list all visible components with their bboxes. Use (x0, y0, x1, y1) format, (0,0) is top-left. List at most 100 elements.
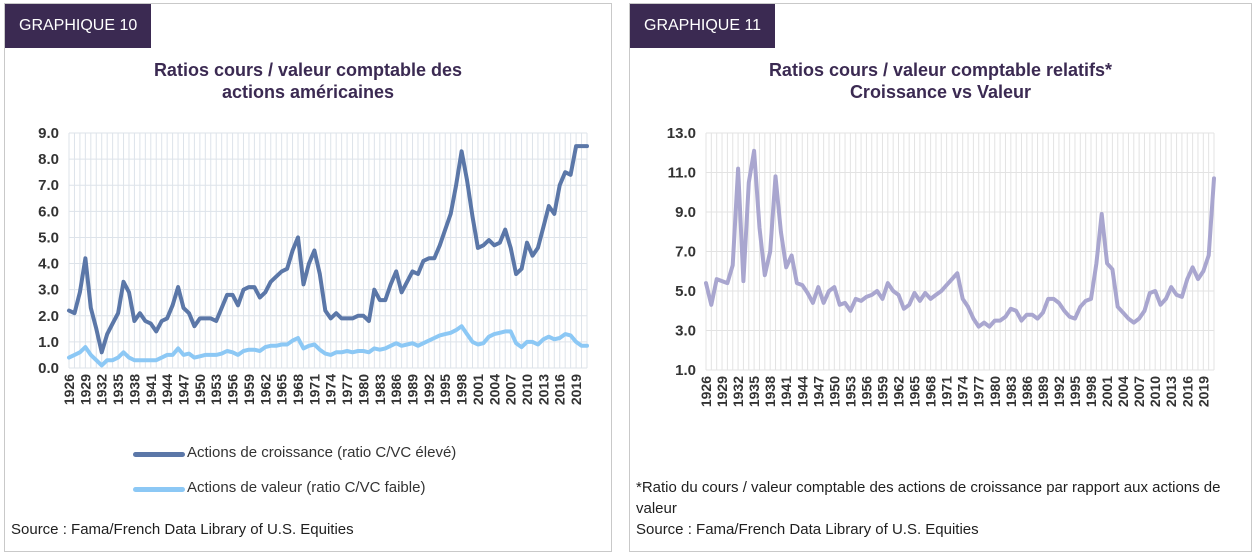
y-tick-label: 5.0 (675, 283, 696, 300)
x-tick-label: 1983 (372, 374, 388, 405)
x-tick-label: 1965 (274, 374, 290, 405)
x-tick-label: 1965 (907, 376, 923, 407)
x-tick-label: 1989 (405, 374, 421, 405)
x-tick-label: 1947 (810, 376, 826, 407)
x-tick-label: 1938 (126, 374, 142, 405)
x-tick-label: 1950 (192, 374, 208, 405)
x-tick-label: 2004 (486, 374, 502, 405)
x-tick-label: 1929 (714, 376, 730, 407)
x-tick-label: 1959 (241, 374, 257, 405)
x-tick-label: 2019 (568, 374, 584, 405)
x-tick-label: 1995 (1067, 376, 1083, 407)
y-tick-label: 4.0 (38, 256, 59, 273)
x-tick-label: 1983 (1003, 376, 1019, 407)
footnote-text: *Ratio du cours / valeur comptable des a… (636, 479, 1221, 517)
y-tick-label: 0.0 (38, 360, 59, 377)
x-tick-label: 1938 (762, 376, 778, 407)
y-tick-label: 11.0 (668, 165, 696, 182)
x-tick-label: 1953 (842, 376, 858, 407)
x-tick-label: 1974 (955, 376, 971, 407)
y-tick-label: 3.0 (38, 282, 59, 299)
chart-title-line2: actions américaines (221, 82, 395, 102)
chart-badge: GRAPHIQUE 11 (630, 4, 776, 48)
x-tick-label: 1968 (290, 374, 306, 405)
x-tick-label: 1935 (110, 374, 126, 405)
x-tick-label: 1926 (698, 376, 714, 407)
x-tick-label: 2007 (503, 374, 519, 405)
source-text: Source : Fama/French Data Library of U.S… (11, 521, 354, 538)
x-tick-label: 2013 (535, 374, 551, 405)
x-tick-label: 1995 (437, 374, 453, 405)
x-tick-label: 2001 (470, 374, 486, 405)
chart-title-line1: Ratios cours / valeur comptable des (153, 60, 463, 80)
x-tick-label: 1926 (61, 374, 77, 405)
x-tick-label: 1962 (257, 374, 273, 405)
x-tick-label: 1932 (94, 374, 110, 405)
x-tick-label: 1986 (388, 374, 404, 405)
x-tick-label: 1986 (1019, 376, 1035, 407)
x-tick-label: 2016 (552, 374, 568, 405)
x-tick-label: 1962 (891, 376, 907, 407)
source-text: Source : Fama/French Data Library of U.S… (636, 521, 979, 538)
x-tick-label: 1977 (339, 374, 355, 405)
x-tick-label: 1959 (874, 376, 890, 407)
x-tick-label: 1950 (826, 376, 842, 407)
x-tick-label: 1992 (421, 374, 437, 405)
x-tick-label: 1944 (794, 376, 810, 407)
x-tick-label: 1980 (987, 376, 1003, 407)
series-line-1 (704, 148, 1216, 329)
legend-label-value: Actions de valeur (ratio C/VC faible) (187, 479, 426, 496)
y-tick-label: 9.0 (675, 204, 696, 221)
x-tick-label: 1941 (143, 374, 159, 405)
x-tick-label: 1947 (176, 374, 192, 405)
legend-swatch-value (133, 487, 185, 492)
x-tick-label: 1953 (208, 374, 224, 405)
y-tick-label: 7.0 (38, 177, 59, 194)
x-tick-label: 1968 (923, 376, 939, 407)
y-tick-label: 8.0 (38, 151, 59, 168)
chart-panel-11: GRAPHIQUE 11 Ratios cours / valeur compt… (629, 3, 1252, 552)
x-tick-label: 1956 (225, 374, 241, 405)
x-tick-label: 2010 (1147, 376, 1163, 407)
legend-label-growth: Actions de croissance (ratio C/VC élevé) (187, 444, 457, 461)
y-tick-label: 7.0 (675, 244, 696, 261)
chart-panel-10: GRAPHIQUE 10 Ratios cours / valeur compt… (4, 3, 612, 552)
x-tick-label: 1932 (730, 376, 746, 407)
x-tick-label: 1992 (1051, 376, 1067, 407)
x-tick-label: 1977 (971, 376, 987, 407)
x-tick-label: 1971 (939, 376, 955, 407)
x-tick-label: 1941 (778, 376, 794, 407)
y-tick-label: 1.0 (38, 334, 59, 351)
x-tick-label: 2004 (1115, 376, 1131, 407)
y-tick-label: 13.0 (667, 125, 696, 142)
x-tick-label: 1998 (454, 374, 470, 405)
series-line-2 (67, 324, 589, 368)
y-tick-label: 9.0 (38, 125, 59, 142)
x-tick-label: 2007 (1131, 376, 1147, 407)
chart-badge: GRAPHIQUE 10 (5, 4, 152, 48)
y-tick-label: 1.0 (675, 362, 696, 379)
series-line-1 (67, 144, 589, 355)
y-tick-label: 2.0 (38, 308, 59, 325)
x-tick-label: 2013 (1163, 376, 1179, 407)
x-tick-label: 1929 (77, 374, 93, 405)
x-tick-label: 1971 (306, 374, 322, 405)
y-tick-label: 3.0 (675, 323, 696, 340)
x-tick-label: 1944 (159, 374, 175, 405)
x-tick-label: 1980 (355, 374, 371, 405)
x-tick-label: 1935 (746, 376, 762, 407)
x-tick-label: 1956 (858, 376, 874, 407)
x-tick-label: 2001 (1099, 376, 1115, 407)
x-tick-label: 1974 (323, 374, 339, 405)
x-tick-label: 2016 (1179, 376, 1195, 407)
legend-swatch-growth (133, 452, 185, 457)
x-tick-label: 2019 (1195, 376, 1211, 407)
chart-title-line2: Croissance vs Valeur (849, 82, 1032, 102)
chart-title-line1: Ratios cours / valeur comptable relatifs… (768, 60, 1113, 80)
x-tick-label: 1998 (1083, 376, 1099, 407)
x-tick-label: 2010 (519, 374, 535, 405)
y-tick-label: 5.0 (38, 229, 59, 246)
y-tick-label: 6.0 (38, 203, 59, 220)
